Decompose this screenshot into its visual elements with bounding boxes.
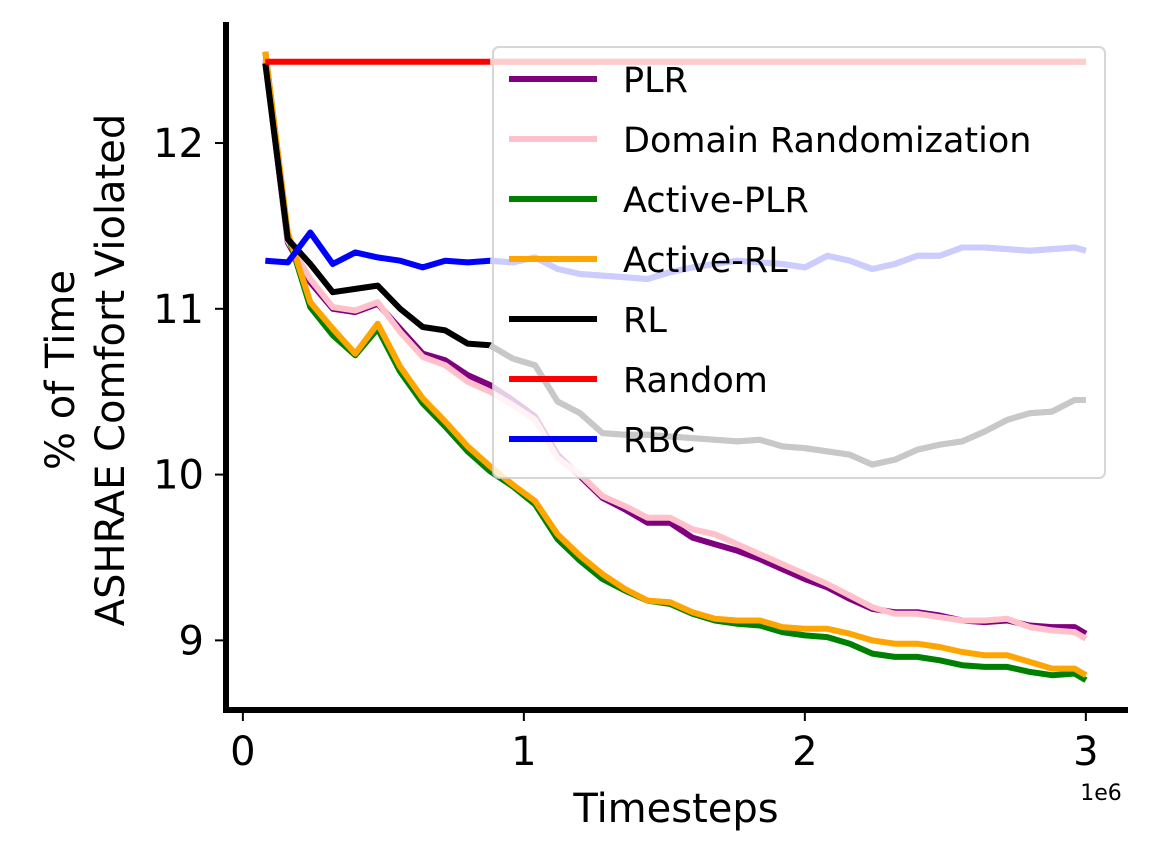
y-axis-label-line2: ASHRAE Comfort Violated: [88, 114, 134, 627]
y-tick-label: 12: [153, 121, 204, 167]
x-tick-label: 2: [792, 729, 817, 775]
legend-label-random: Random: [623, 361, 768, 401]
legend-box: [492, 46, 1106, 479]
x-tick-label: 1: [511, 729, 536, 775]
x-tick-label: 0: [230, 729, 255, 775]
x-tick-label: 3: [1073, 729, 1098, 775]
y-axis-label-line1: % of Time: [38, 270, 84, 470]
series-line-faded-rl: [488, 342, 1086, 468]
legend-label-rl: RL: [623, 301, 667, 341]
x-offset-label: 1e6: [1080, 781, 1122, 806]
legend-label-rbc: RBC: [623, 421, 695, 461]
y-tick-label: 10: [153, 453, 204, 499]
legend-label-active-plr: Active-PLR: [623, 181, 809, 221]
series-line-faded-rbc: [489, 244, 1087, 282]
legend: PLR Domain Randomization Active-PLR Active-…: [488, 46, 1106, 479]
legend-label-domain-randomization: Domain Randomization: [623, 121, 1031, 161]
series-line-active-rl: [262, 51, 1088, 678]
y-tick-label: 9: [179, 618, 204, 664]
legend-label-active-rl: Active-RL: [623, 241, 788, 281]
x-axis-label: Timesteps: [572, 786, 778, 832]
legend-label-plr: PLR: [623, 61, 688, 101]
y-tick-label: 11: [153, 287, 204, 333]
axes: [223, 22, 1128, 713]
series-line-domain-randomization: [262, 59, 1088, 642]
